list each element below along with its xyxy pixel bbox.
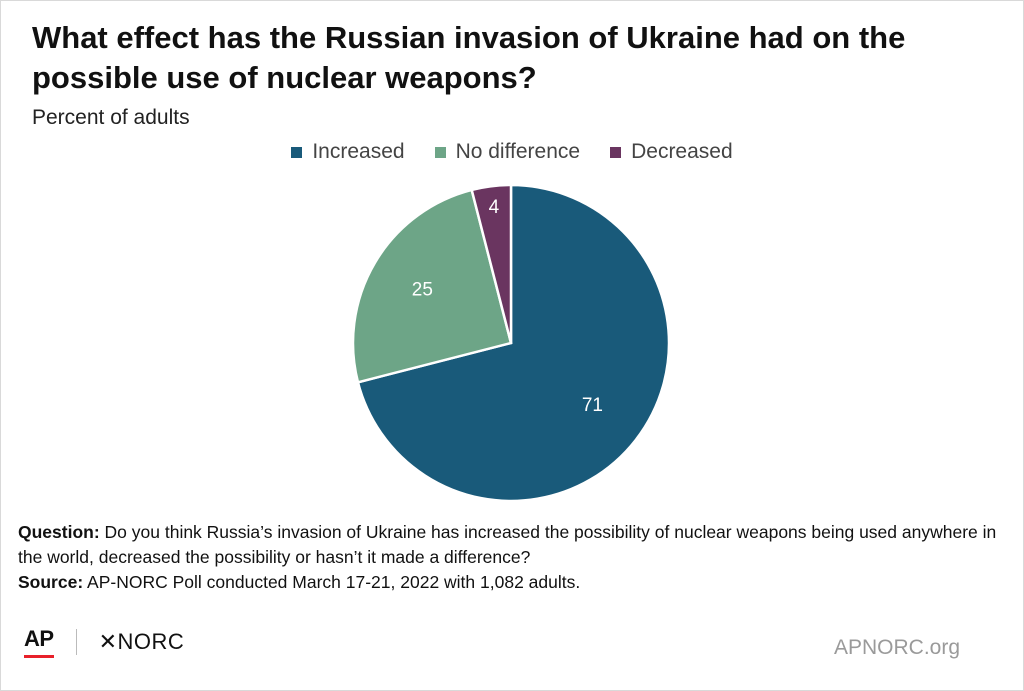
legend-label-decreased: Decreased	[631, 140, 733, 163]
legend-swatch-no-difference	[434, 146, 446, 158]
question-text: Do you think Russia’s invasion of Ukrain…	[18, 522, 997, 567]
legend-label-increased: Increased	[312, 140, 405, 163]
question-label: Question:	[18, 522, 100, 542]
ap-logo: AP	[24, 626, 54, 658]
legend-item-no-difference: No difference	[434, 140, 581, 164]
pie-slice-increased	[356, 183, 671, 503]
question-note: Question: Do you think Russia’s invasion…	[18, 520, 1008, 570]
pie-slice-decreased	[470, 183, 513, 344]
legend-label-no-difference: No difference	[455, 140, 581, 163]
pie-slice-no-difference	[351, 188, 513, 384]
data-label-decreased: 4	[489, 197, 500, 218]
chart-subtitle: Percent of adults	[32, 106, 190, 129]
legend-item-increased: Increased	[291, 140, 405, 164]
chart-title: What effect has the Russian invasion of …	[32, 20, 906, 95]
source-label: Source:	[18, 572, 84, 592]
footer-site-link: APNORC.org	[833, 636, 960, 659]
chart-notes: Question: Do you think Russia’s invasion…	[18, 520, 1008, 595]
data-label-increased: 71	[582, 395, 603, 416]
norc-logo: ✕NORC	[98, 629, 185, 654]
logo-divider	[75, 629, 77, 655]
source-note: Source: AP-NORC Poll conducted March 17-…	[18, 570, 1008, 595]
data-label-no-difference: 25	[412, 280, 433, 301]
source-text: AP-NORC Poll conducted March 17-21, 2022…	[83, 572, 581, 592]
legend-swatch-decreased	[610, 146, 622, 158]
legend-swatch-increased	[291, 146, 303, 158]
legend-item-decreased: Decreased	[610, 140, 733, 164]
chart-legend: Increased No difference Decreased	[0, 140, 1024, 164]
footer-logos: AP ✕NORC	[24, 626, 184, 658]
